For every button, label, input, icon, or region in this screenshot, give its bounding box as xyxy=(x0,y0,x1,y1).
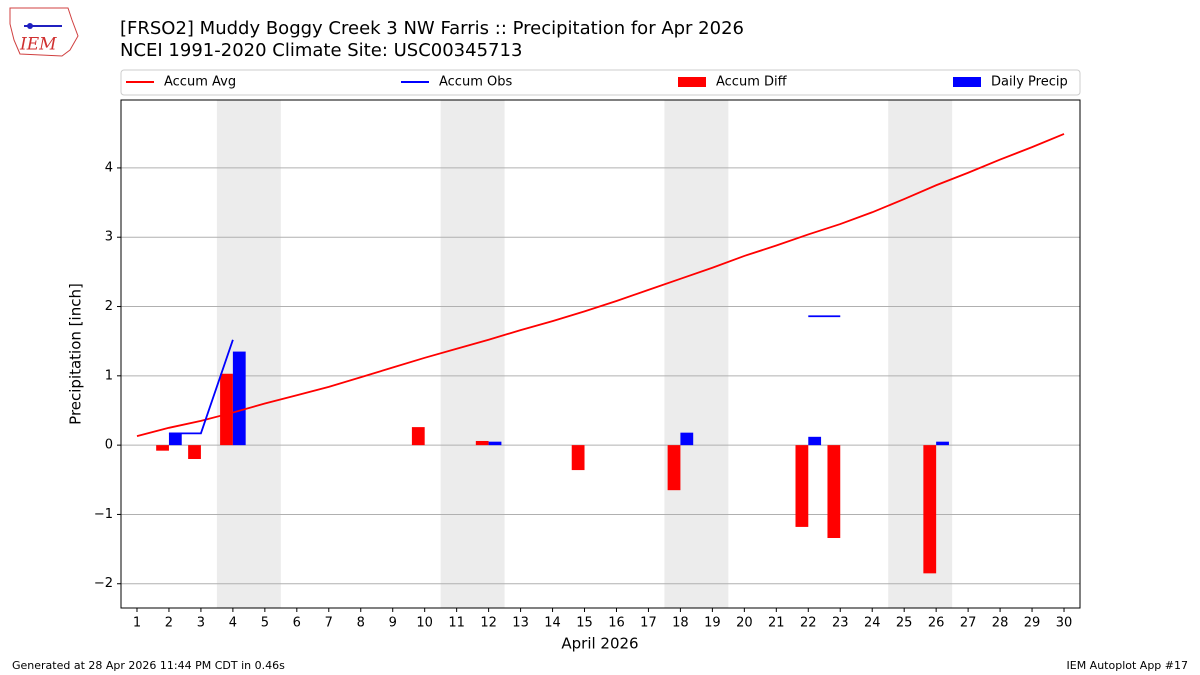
legend-label: Accum Avg xyxy=(164,75,236,90)
x-tick-label: 19 xyxy=(704,616,721,631)
weekend-shade xyxy=(888,100,953,608)
bar xyxy=(475,440,489,446)
legend-label: Daily Precip xyxy=(991,75,1068,90)
footer-left: Generated at 28 Apr 2026 11:44 PM CDT in… xyxy=(12,659,285,672)
x-tick-label: 15 xyxy=(576,616,593,631)
x-tick-label: 14 xyxy=(544,616,561,631)
y-tick-label: 3 xyxy=(105,230,113,245)
x-tick-label: 20 xyxy=(736,616,753,631)
x-tick-label: 13 xyxy=(512,616,529,631)
x-tick-label: 10 xyxy=(416,616,433,631)
logo-dot xyxy=(27,23,33,29)
x-tick-label: 21 xyxy=(768,616,785,631)
bar xyxy=(936,441,949,446)
line xyxy=(168,315,841,435)
y-tick-label: 1 xyxy=(105,368,113,383)
footer-right: IEM Autoplot App #17 xyxy=(1067,659,1189,672)
x-tick-label: 29 xyxy=(1024,616,1041,631)
x-tick-label: 23 xyxy=(832,616,849,631)
x-tick-label: 1 xyxy=(133,616,141,631)
y-tick-label: 2 xyxy=(105,299,113,314)
bar xyxy=(795,445,809,527)
x-tick-label: 2 xyxy=(165,616,173,631)
weekend-shade xyxy=(664,100,729,608)
weekend-shade xyxy=(216,100,281,608)
x-tick-label: 3 xyxy=(197,616,205,631)
x-tick-label: 11 xyxy=(448,616,465,631)
bar xyxy=(168,433,182,446)
x-tick-label: 18 xyxy=(672,616,689,631)
x-tick-label: 27 xyxy=(960,616,977,631)
bar xyxy=(188,445,201,459)
y-tick-label: 0 xyxy=(105,438,113,453)
y-tick-label: −2 xyxy=(94,576,113,591)
chart-title: [FRSO2] Muddy Boggy Creek 3 NW Farris ::… xyxy=(120,18,744,39)
x-tick-label: 9 xyxy=(389,616,397,631)
bar xyxy=(488,441,502,446)
x-tick-label: 16 xyxy=(608,616,625,631)
bar xyxy=(220,373,233,446)
x-tick-label: 22 xyxy=(800,616,817,631)
bar xyxy=(232,351,246,446)
chart-subtitle: NCEI 1991-2020 Climate Site: USC00345713 xyxy=(120,40,522,61)
bar xyxy=(827,445,841,539)
bar xyxy=(571,445,585,471)
x-tick-label: 8 xyxy=(357,616,365,631)
legend-label: Accum Obs xyxy=(439,75,512,90)
bar xyxy=(411,427,425,446)
logo-shape xyxy=(9,7,79,57)
logo: IEM xyxy=(9,7,79,57)
x-tick-label: 5 xyxy=(261,616,269,631)
line xyxy=(136,133,1065,437)
x-tick-label: 28 xyxy=(992,616,1009,631)
bar xyxy=(923,445,937,574)
bar xyxy=(667,445,681,491)
logo-text: IEM xyxy=(19,35,57,55)
x-tick-label: 24 xyxy=(864,616,881,631)
x-tick-label: 4 xyxy=(229,616,237,631)
x-axis-label: April 2026 xyxy=(561,635,638,653)
x-tick-label: 26 xyxy=(928,616,945,631)
x-tick-label: 25 xyxy=(896,616,913,631)
y-tick-label: −1 xyxy=(94,507,113,522)
x-tick-label: 12 xyxy=(480,616,497,631)
legend-label: Accum Diff xyxy=(716,75,788,90)
y-axis-label: Precipitation [inch] xyxy=(67,283,85,425)
bar xyxy=(808,436,822,446)
y-tick-label: 4 xyxy=(105,160,113,175)
weekend-shade xyxy=(440,100,505,608)
x-tick-label: 17 xyxy=(640,616,657,631)
bar xyxy=(680,432,694,446)
plot-frame xyxy=(120,99,1081,609)
x-tick-label: 6 xyxy=(293,616,301,631)
legend-box xyxy=(120,69,1081,96)
legend-swatch xyxy=(953,77,981,87)
bar xyxy=(156,445,169,451)
x-tick-label: 30 xyxy=(1056,616,1073,631)
legend-swatch xyxy=(678,77,706,87)
x-tick-label: 7 xyxy=(325,616,333,631)
